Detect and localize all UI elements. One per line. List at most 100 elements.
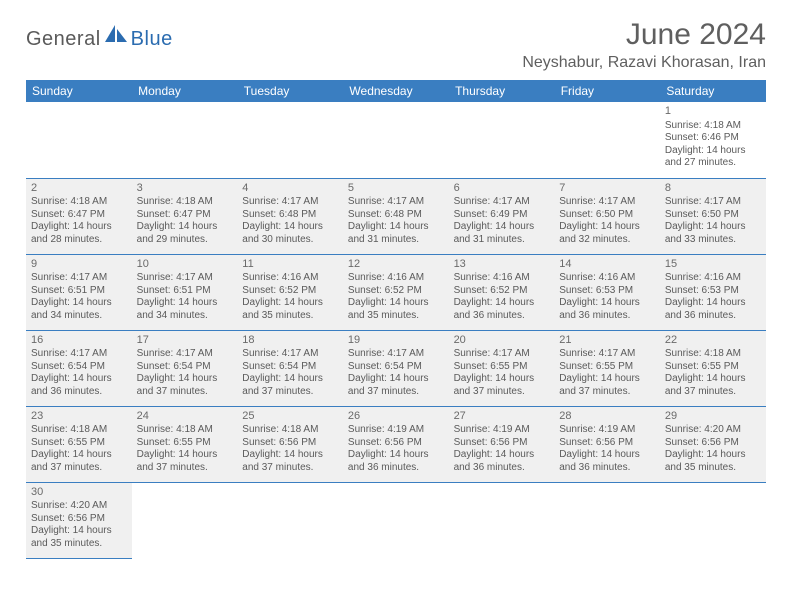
calendar-head: SundayMondayTuesdayWednesdayThursdayFrid…	[26, 80, 766, 102]
sunrise-text: Sunrise: 4:17 AM	[242, 196, 338, 209]
calendar-day: 9Sunrise: 4:17 AMSunset: 6:51 PMDaylight…	[26, 254, 132, 330]
calendar-day: 13Sunrise: 4:16 AMSunset: 6:52 PMDayligh…	[449, 254, 555, 330]
day-number: 27	[454, 410, 550, 424]
sunrise-text: Sunrise: 4:17 AM	[137, 348, 233, 361]
sunset-text: Sunset: 6:56 PM	[665, 437, 761, 450]
sunrise-text: Sunrise: 4:19 AM	[348, 424, 444, 437]
sunset-text: Sunset: 6:49 PM	[454, 209, 550, 222]
daylight-text: Daylight: 14 hours and 35 minutes.	[665, 449, 761, 474]
daylight-text: Daylight: 14 hours and 35 minutes.	[348, 297, 444, 322]
calendar-empty	[26, 102, 132, 178]
sunset-text: Sunset: 6:55 PM	[31, 437, 127, 450]
day-header: Thursday	[449, 80, 555, 102]
calendar-empty	[449, 482, 555, 558]
sunset-text: Sunset: 6:47 PM	[31, 209, 127, 222]
calendar-day: 17Sunrise: 4:17 AMSunset: 6:54 PMDayligh…	[132, 330, 238, 406]
sunset-text: Sunset: 6:46 PM	[665, 132, 761, 145]
sunset-text: Sunset: 6:55 PM	[559, 361, 655, 374]
sunrise-text: Sunrise: 4:17 AM	[31, 272, 127, 285]
sunrise-text: Sunrise: 4:20 AM	[31, 500, 127, 513]
sunrise-text: Sunrise: 4:18 AM	[665, 120, 761, 133]
calendar-day: 2Sunrise: 4:18 AMSunset: 6:47 PMDaylight…	[26, 178, 132, 254]
sunrise-text: Sunrise: 4:18 AM	[137, 196, 233, 209]
daylight-text: Daylight: 14 hours and 36 minutes.	[665, 297, 761, 322]
sunrise-text: Sunrise: 4:16 AM	[348, 272, 444, 285]
sunrise-text: Sunrise: 4:17 AM	[242, 348, 338, 361]
sunset-text: Sunset: 6:56 PM	[348, 437, 444, 450]
day-number: 16	[31, 334, 127, 348]
calendar-day: 14Sunrise: 4:16 AMSunset: 6:53 PMDayligh…	[554, 254, 660, 330]
day-number: 19	[348, 334, 444, 348]
sunrise-text: Sunrise: 4:16 AM	[242, 272, 338, 285]
sunset-text: Sunset: 6:54 PM	[348, 361, 444, 374]
daylight-text: Daylight: 14 hours and 36 minutes.	[559, 297, 655, 322]
daylight-text: Daylight: 14 hours and 32 minutes.	[559, 221, 655, 246]
calendar-week: 16Sunrise: 4:17 AMSunset: 6:54 PMDayligh…	[26, 330, 766, 406]
calendar-day: 1Sunrise: 4:18 AMSunset: 6:46 PMDaylight…	[660, 102, 766, 178]
sunrise-text: Sunrise: 4:18 AM	[31, 424, 127, 437]
calendar-day: 22Sunrise: 4:18 AMSunset: 6:55 PMDayligh…	[660, 330, 766, 406]
sunset-text: Sunset: 6:54 PM	[31, 361, 127, 374]
calendar-day: 8Sunrise: 4:17 AMSunset: 6:50 PMDaylight…	[660, 178, 766, 254]
logo-text-2: Blue	[131, 28, 173, 51]
sunrise-text: Sunrise: 4:17 AM	[454, 196, 550, 209]
sunrise-text: Sunrise: 4:19 AM	[559, 424, 655, 437]
sunset-text: Sunset: 6:51 PM	[31, 285, 127, 298]
day-header-row: SundayMondayTuesdayWednesdayThursdayFrid…	[26, 80, 766, 102]
logo-text-1: General	[26, 28, 101, 51]
calendar-day: 19Sunrise: 4:17 AMSunset: 6:54 PMDayligh…	[343, 330, 449, 406]
day-number: 24	[137, 410, 233, 424]
location: Neyshabur, Razavi Khorasan, Iran	[522, 54, 766, 72]
day-number: 3	[137, 182, 233, 196]
sunrise-text: Sunrise: 4:18 AM	[137, 424, 233, 437]
calendar-empty	[132, 102, 238, 178]
sunset-text: Sunset: 6:56 PM	[242, 437, 338, 450]
calendar-day: 10Sunrise: 4:17 AMSunset: 6:51 PMDayligh…	[132, 254, 238, 330]
daylight-text: Daylight: 14 hours and 34 minutes.	[137, 297, 233, 322]
day-number: 9	[31, 258, 127, 272]
calendar-empty	[343, 102, 449, 178]
calendar-day: 27Sunrise: 4:19 AMSunset: 6:56 PMDayligh…	[449, 406, 555, 482]
calendar-day: 6Sunrise: 4:17 AMSunset: 6:49 PMDaylight…	[449, 178, 555, 254]
day-number: 18	[242, 334, 338, 348]
daylight-text: Daylight: 14 hours and 36 minutes.	[454, 297, 550, 322]
day-number: 17	[137, 334, 233, 348]
daylight-text: Daylight: 14 hours and 31 minutes.	[348, 221, 444, 246]
daylight-text: Daylight: 14 hours and 37 minutes.	[242, 373, 338, 398]
day-number: 15	[665, 258, 761, 272]
daylight-text: Daylight: 14 hours and 37 minutes.	[665, 373, 761, 398]
day-header: Tuesday	[237, 80, 343, 102]
day-number: 2	[31, 182, 127, 196]
sunrise-text: Sunrise: 4:16 AM	[454, 272, 550, 285]
daylight-text: Daylight: 14 hours and 33 minutes.	[665, 221, 761, 246]
calendar-empty	[237, 102, 343, 178]
day-number: 12	[348, 258, 444, 272]
day-number: 25	[242, 410, 338, 424]
sunrise-text: Sunrise: 4:17 AM	[454, 348, 550, 361]
daylight-text: Daylight: 14 hours and 35 minutes.	[242, 297, 338, 322]
sunset-text: Sunset: 6:50 PM	[665, 209, 761, 222]
calendar-body: 1Sunrise: 4:18 AMSunset: 6:46 PMDaylight…	[26, 102, 766, 558]
sunrise-text: Sunrise: 4:17 AM	[348, 196, 444, 209]
logo: General Blue	[26, 28, 173, 51]
calendar-day: 7Sunrise: 4:17 AMSunset: 6:50 PMDaylight…	[554, 178, 660, 254]
day-number: 28	[559, 410, 655, 424]
calendar-table: SundayMondayTuesdayWednesdayThursdayFrid…	[26, 80, 766, 559]
sunrise-text: Sunrise: 4:17 AM	[348, 348, 444, 361]
sunrise-text: Sunrise: 4:17 AM	[31, 348, 127, 361]
day-number: 22	[665, 334, 761, 348]
calendar-empty	[343, 482, 449, 558]
sunset-text: Sunset: 6:47 PM	[137, 209, 233, 222]
daylight-text: Daylight: 14 hours and 36 minutes.	[559, 449, 655, 474]
calendar-week: 9Sunrise: 4:17 AMSunset: 6:51 PM Daylight…	[26, 254, 766, 330]
daylight-text: Daylight: 14 hours and 37 minutes.	[137, 373, 233, 398]
sunrise-text: Sunrise: 4:16 AM	[559, 272, 655, 285]
day-number: 10	[137, 258, 233, 272]
calendar-empty	[554, 482, 660, 558]
day-number: 5	[348, 182, 444, 196]
title-block: June 2024 Neyshabur, Razavi Khorasan, Ir…	[522, 18, 766, 72]
day-number: 6	[454, 182, 550, 196]
sunrise-text: Sunrise: 4:18 AM	[665, 348, 761, 361]
sunset-text: Sunset: 6:52 PM	[454, 285, 550, 298]
calendar-day: 15Sunrise: 4:16 AMSunset: 6:53 PMDayligh…	[660, 254, 766, 330]
